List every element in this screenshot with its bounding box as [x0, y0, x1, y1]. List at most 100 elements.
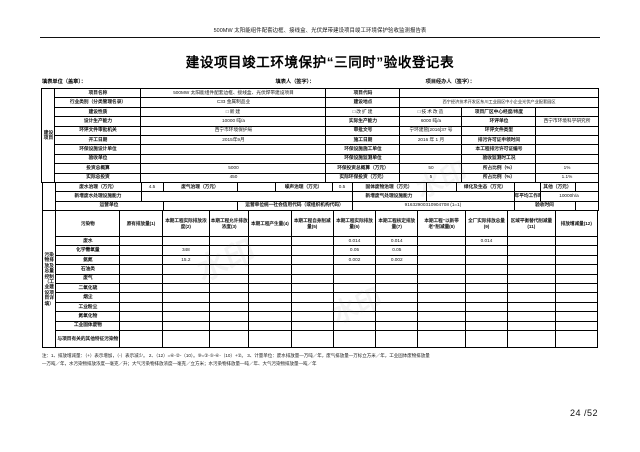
pollutant-cell [290, 236, 334, 247]
pollutant-cell [119, 273, 163, 285]
table-row: 建设项目 项目名称 500MW 太阳能组件配套边框、接线盒、光伏焊带建设项目 项… [41, 87, 599, 183]
pollutant-cell [209, 320, 250, 332]
acceptance-unit-value [140, 153, 327, 165]
pollutant-cell [119, 311, 163, 322]
actual-capacity-label: 实际生产能力 [325, 116, 401, 127]
pollutant-cell [507, 236, 556, 247]
env-monitor-unit-value [399, 153, 463, 165]
table-row: 工业粉尘 [43, 301, 599, 313]
pollutant-cell [248, 311, 292, 322]
pollutant-cell [290, 283, 334, 294]
pollutant-cell [119, 283, 163, 294]
col-header-4: 本期工程自身削减量(5) [290, 210, 334, 238]
pollutant-cell [119, 264, 163, 275]
pollutant-cell [248, 301, 292, 313]
pollutant-emission-table: 污染物排放及总量控制（工业建设项目详填） 污染物 原有排放量(1) 本期工程实际… [41, 210, 599, 348]
pollutant-cell [464, 245, 509, 256]
build-location-value: 西宁经济技术开发区东川工业园区中小企业光伏产业配套园区 [399, 97, 599, 108]
pollutant-cell [417, 311, 466, 322]
pollutant-cell [161, 273, 211, 285]
pollutant-cell [554, 273, 599, 285]
table-row: 实际总投资 450 实际环保投资（万元） 5 所占比例（%） 1.1% [42, 172, 599, 183]
pollutant-cell [290, 292, 334, 303]
pollutant-cell [417, 236, 466, 247]
other-cost-value [574, 181, 599, 193]
new-gas-capacity-label: 新增废气处理设施能力 [351, 191, 427, 202]
pollutant-cell: 0.002 [332, 254, 377, 266]
pollutant-cell [332, 273, 377, 285]
acceptance-unit-label: 验收单位 [54, 153, 142, 165]
pollutant-cell [375, 329, 419, 348]
permit-number-label: 本工程排污许可证编号 [461, 144, 537, 155]
pollutant-cell [507, 283, 556, 294]
pollutant-cell [554, 301, 599, 313]
pollutant-cell [332, 283, 377, 294]
pollutant-name: 氮氧化物 [55, 311, 121, 322]
col-header-6: 本期工程核定排放量(7) [375, 210, 419, 238]
build-location-label: 建设地点 [325, 97, 401, 108]
project-code-value [399, 87, 599, 99]
pollutant-name: 工业固体废物 [55, 320, 121, 332]
footnote-line-2: —万吨／年，水污染物排放浓度—毫克／升；大气污染物排放浓度—毫克／立方米；水污染… [42, 360, 317, 366]
env-budget-ratio-label: 所占比例（%） [461, 163, 537, 174]
pollutant-cell [209, 329, 250, 348]
pollutant-cell [161, 320, 211, 332]
filling-unit-label: 填表单位（盖章）： [42, 79, 87, 85]
table-row: 石油类 [43, 264, 599, 275]
pollutant-name: 工业粉尘 [55, 301, 121, 313]
pollutant-cell [290, 329, 334, 348]
table-row: 二氧化硫 [43, 283, 599, 294]
pollutant-cell [464, 254, 509, 266]
pollutant-cell [119, 245, 163, 256]
table-row: 氨氮 15.2 0.002 0.002 [43, 254, 599, 266]
pollutant-cell [554, 329, 599, 348]
table-row: 设计生产能力 10000 吨/a 实际生产能力 6000 吨/a 环评单位 西宁… [42, 116, 599, 127]
footnote: 注：1、排放增减量：（+）表示增加，（-）表示减少。 2、（12）=⑥-②-（1… [42, 352, 598, 367]
pollutant-cell [464, 311, 509, 322]
table-row: 投资总概算 5000 环保投资总概算（万元） 50 所占比例（%） 1% [42, 163, 599, 174]
construction-nature-expand[interactable]: □改扩建 [325, 106, 401, 118]
pollutant-cell [554, 245, 599, 256]
env-construction-unit-value [399, 144, 463, 155]
solid-waste-treatment-label: 固体废物治理（万元） [351, 181, 427, 193]
table-row: 与项目有关的其他特征污染物 [43, 329, 599, 348]
permit-number-value [535, 144, 599, 155]
pollutant-name: 氨氮 [55, 254, 121, 266]
pollutant-cell [507, 273, 556, 285]
env-budget-value: 50 [399, 163, 463, 174]
total-budget-label: 投资总概算 [54, 163, 142, 174]
page-title: 建设项目竣工环境保护“三同时”验收登记表 [185, 55, 455, 70]
pollutant-cell [464, 292, 509, 303]
pollutant-cell [554, 292, 599, 303]
pollutant-cell [507, 264, 556, 275]
construction-nature-tech[interactable]: □技术改造 [399, 106, 463, 118]
industry-category-label: 行业类别（分类管理名录） [54, 97, 142, 108]
annual-work-hours-value: 10000h/a [539, 191, 599, 202]
eia-approval-authority-label: 环评文件审批机关 [54, 125, 142, 136]
pollutant-cell [464, 301, 509, 313]
pollutant-cell [290, 245, 334, 256]
col-header-2: 本期工程允许排放浓度(3) [209, 210, 250, 238]
greening-eco-value [513, 181, 541, 193]
pollutant-cell [248, 283, 292, 294]
col-header-pollutant: 污染物 [55, 210, 121, 238]
pollutant-name: 石油类 [55, 264, 121, 275]
header-rule [40, 37, 600, 38]
pollutant-cell [375, 320, 419, 332]
construction-date-label: 施工日期 [325, 134, 401, 146]
col-header-9: 区域平衡替代削减量(11) [507, 210, 556, 238]
col-header-1: 本期工程实际排放浓度(2) [161, 210, 211, 238]
env-design-unit-label: 环保设施设计单位 [54, 144, 142, 155]
pollutant-cell [248, 236, 292, 247]
construction-nature-new[interactable]: □新建 [140, 106, 327, 118]
new-gas-capacity-value [425, 191, 515, 202]
acceptance-condition-label: 验收监测时工况 [461, 153, 537, 165]
pollutant-cell [375, 301, 419, 313]
side-label-project-cont [41, 181, 56, 212]
pollutant-cell [290, 273, 334, 285]
construction-nature-label: 建设性质 [54, 106, 142, 118]
pollutant-cell [507, 292, 556, 303]
pollutant-cell [375, 273, 419, 285]
pollutant-cell [119, 320, 163, 332]
table-row: 化学需氧量 348 0.05 0.05 [43, 245, 599, 256]
